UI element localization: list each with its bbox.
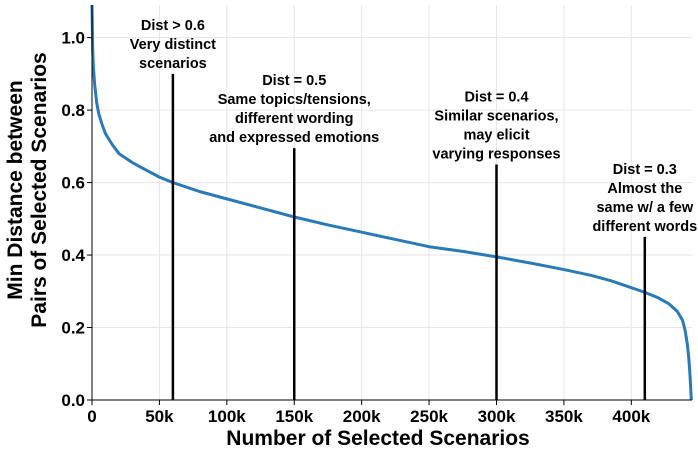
annotation-label: and expressed emotions <box>209 130 379 146</box>
annotation-label: Dist = 0.4 <box>464 89 528 105</box>
x-tick-label: 350k <box>545 407 583 426</box>
annotation-label: Dist = 0.5 <box>262 73 326 89</box>
annotation-label: Dist = 0.3 <box>613 162 677 178</box>
x-tick-label: 250k <box>410 407 448 426</box>
annotation-label: Similar scenarios, <box>434 108 558 124</box>
x-tick-label: 100k <box>208 407 246 426</box>
annotation-lines <box>171 73 647 400</box>
annotation-label: different wording <box>235 111 353 127</box>
annotation-label: Same topics/tensions, <box>218 92 371 108</box>
x-tick-label: 0 <box>87 407 96 426</box>
annotation-label: varying responses <box>432 146 560 162</box>
x-axis-title: Number of Selected Scenarios <box>226 427 529 450</box>
annotation-label: different words <box>592 219 697 235</box>
y-tick-label: 0.8 <box>61 101 85 120</box>
y-tick-label: 0.6 <box>61 174 85 193</box>
x-tick-label: 200k <box>343 407 381 426</box>
annotation-texts: Dist > 0.6 Very distinct scenarios Dist = 0… <box>130 18 697 235</box>
annotation-label: Very distinct <box>130 37 216 53</box>
x-tick-label: 150k <box>275 407 313 426</box>
annotation-label: same w/ a few <box>596 200 693 216</box>
y-tick-label: 0.2 <box>61 319 85 338</box>
x-tick-label: 300k <box>478 407 516 426</box>
y-axis-ticks: 0.0 0.2 0.4 0.6 0.8 1.0 <box>61 29 92 410</box>
y-tick-label: 1.0 <box>61 29 85 48</box>
x-axis-ticks: 0 50k 100k 150k 200k 250k 300k 350k 400k <box>87 400 651 426</box>
plot-background <box>92 5 692 400</box>
annotation-label: Dist > 0.6 <box>141 18 205 34</box>
y-axis-title-line-1: Min Distance between <box>4 80 27 299</box>
y-axis-title-line-2: Pairs of Selected Scenarios <box>28 52 51 327</box>
x-tick-label: 50k <box>145 407 174 426</box>
annotation-label: may elicit <box>463 127 529 143</box>
annotation-label: scenarios <box>139 56 207 72</box>
y-tick-label: 0.0 <box>61 391 85 410</box>
data-line <box>90 4 693 401</box>
y-tick-label: 0.4 <box>61 246 85 265</box>
x-tick-label: 400k <box>612 407 650 426</box>
annotation-label: Almost the <box>607 181 682 197</box>
